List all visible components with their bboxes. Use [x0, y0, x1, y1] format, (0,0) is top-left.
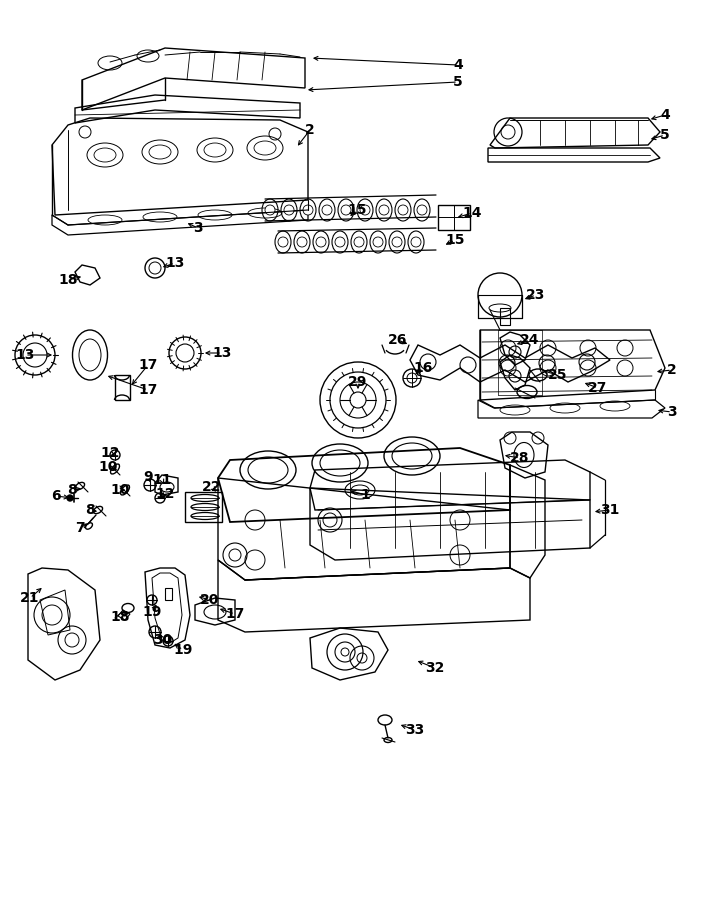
- Text: 13: 13: [166, 256, 184, 270]
- Text: 23: 23: [526, 288, 546, 302]
- Text: 24: 24: [521, 333, 539, 347]
- Circle shape: [67, 495, 73, 501]
- Circle shape: [297, 237, 307, 247]
- Text: 20: 20: [200, 593, 220, 607]
- Text: 5: 5: [660, 128, 670, 142]
- Text: 5: 5: [453, 75, 463, 89]
- Circle shape: [411, 237, 421, 247]
- Circle shape: [335, 237, 345, 247]
- Circle shape: [322, 205, 332, 215]
- Circle shape: [341, 205, 351, 215]
- Text: 4: 4: [453, 58, 463, 72]
- Text: 31: 31: [600, 503, 620, 517]
- Text: 6: 6: [52, 489, 61, 503]
- Text: 19: 19: [142, 605, 162, 619]
- Text: 11: 11: [152, 473, 172, 487]
- Text: 18: 18: [58, 273, 78, 287]
- Text: 16: 16: [413, 361, 433, 375]
- Text: 29: 29: [348, 375, 367, 389]
- Text: 3: 3: [193, 221, 203, 235]
- Text: 13: 13: [212, 346, 232, 360]
- Text: 17: 17: [139, 383, 158, 397]
- Text: 12: 12: [155, 487, 175, 501]
- Text: 33: 33: [405, 723, 425, 737]
- Text: 17: 17: [225, 607, 245, 621]
- Text: 28: 28: [510, 451, 530, 465]
- Circle shape: [398, 205, 408, 215]
- Text: 7: 7: [76, 521, 85, 535]
- Text: 22: 22: [203, 480, 221, 494]
- Text: 32: 32: [425, 661, 445, 675]
- Text: 26: 26: [388, 333, 408, 347]
- Circle shape: [316, 237, 326, 247]
- Text: 8: 8: [85, 503, 95, 517]
- Text: 25: 25: [548, 368, 568, 382]
- Text: 21: 21: [20, 591, 40, 605]
- Text: 18: 18: [110, 610, 130, 624]
- Text: 13: 13: [15, 348, 35, 362]
- Text: 2: 2: [305, 123, 315, 137]
- Circle shape: [379, 205, 389, 215]
- Text: 8: 8: [67, 483, 77, 497]
- Text: 30: 30: [153, 633, 173, 647]
- Text: 15: 15: [347, 203, 367, 217]
- Text: 19: 19: [174, 643, 192, 657]
- Text: 2: 2: [667, 363, 677, 377]
- Circle shape: [303, 205, 313, 215]
- Circle shape: [360, 205, 370, 215]
- Circle shape: [392, 237, 402, 247]
- Text: 17: 17: [139, 358, 158, 372]
- Text: 27: 27: [588, 381, 608, 395]
- Text: 3: 3: [667, 405, 677, 419]
- Text: 14: 14: [462, 206, 482, 220]
- Text: 10: 10: [110, 483, 130, 497]
- Circle shape: [373, 237, 383, 247]
- Circle shape: [354, 237, 364, 247]
- Circle shape: [417, 205, 427, 215]
- Text: 1: 1: [360, 488, 370, 502]
- Text: 12: 12: [100, 446, 120, 460]
- Circle shape: [278, 237, 288, 247]
- Text: 4: 4: [660, 108, 670, 122]
- Text: 10: 10: [98, 460, 118, 474]
- Circle shape: [265, 205, 275, 215]
- Text: 15: 15: [445, 233, 465, 247]
- Circle shape: [284, 205, 294, 215]
- Text: 9: 9: [143, 470, 152, 484]
